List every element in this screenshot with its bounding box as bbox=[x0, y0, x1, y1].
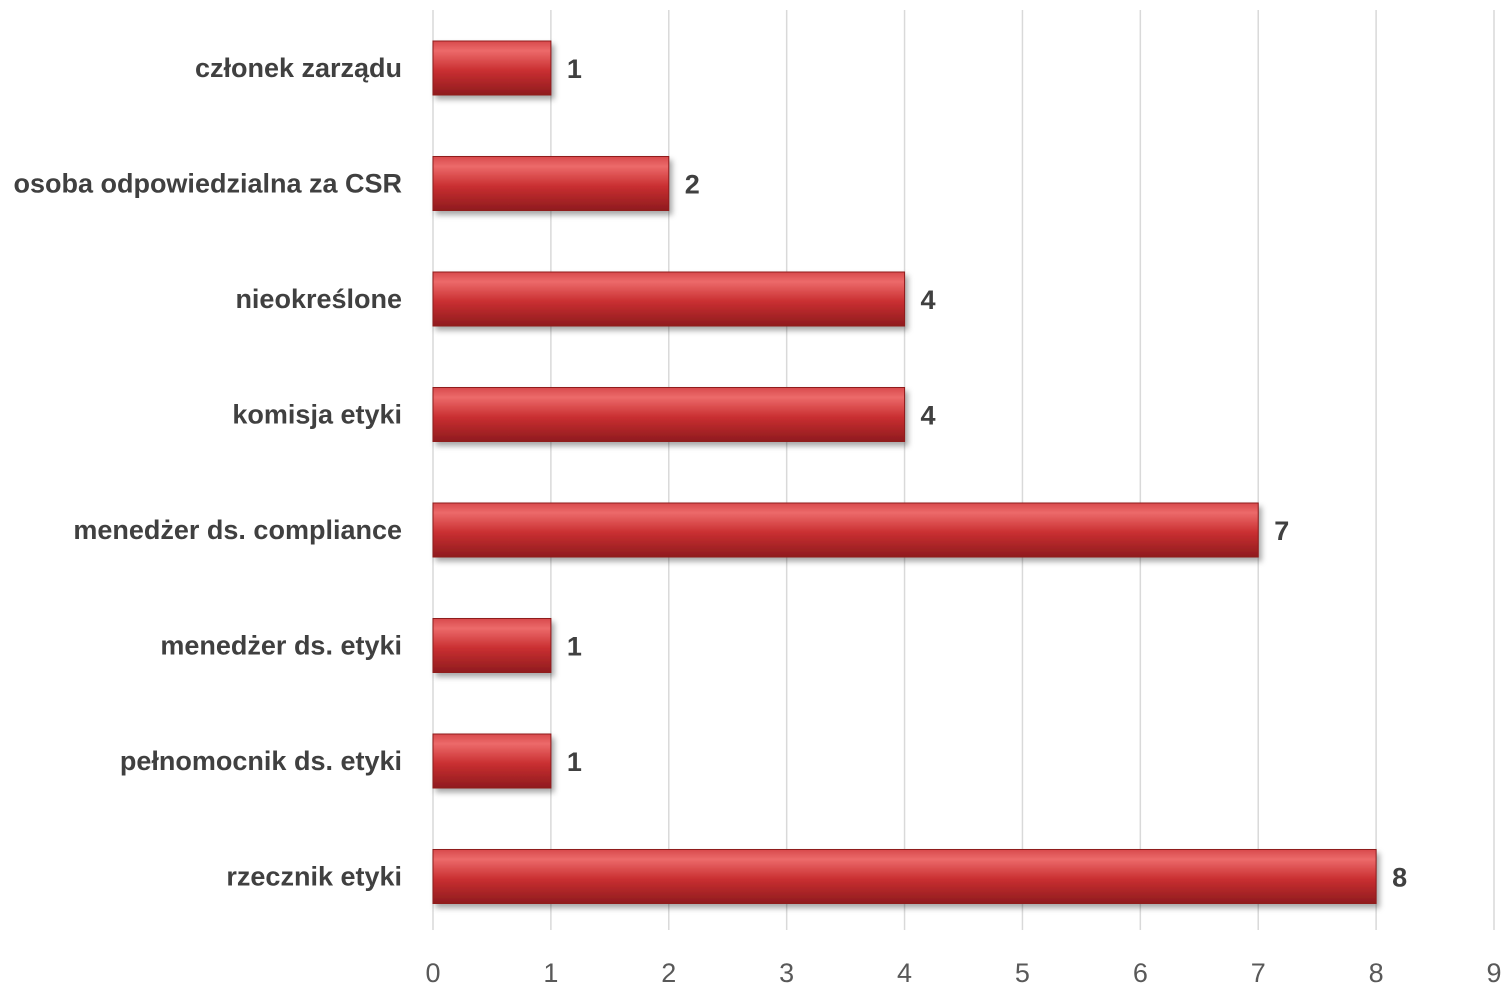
data-label: 8 bbox=[1392, 863, 1407, 893]
data-label: 1 bbox=[567, 632, 582, 662]
category-label: menedżer ds. etyki bbox=[160, 631, 402, 661]
data-label: 1 bbox=[567, 54, 582, 84]
category-label: pełnomocnik ds. etyki bbox=[120, 746, 402, 776]
bar-series bbox=[432, 40, 1377, 904]
data-label: 1 bbox=[567, 747, 582, 777]
bar bbox=[432, 387, 906, 442]
data-label: 4 bbox=[921, 401, 936, 431]
bar bbox=[432, 618, 552, 673]
data-label: 7 bbox=[1274, 516, 1289, 546]
x-tick-label: 1 bbox=[543, 958, 558, 985]
x-tick-label: 7 bbox=[1251, 958, 1266, 985]
bar bbox=[432, 849, 1377, 904]
category-label: komisja etyki bbox=[232, 400, 402, 430]
data-label: 4 bbox=[921, 285, 936, 315]
category-label: członek zarządu bbox=[195, 53, 402, 83]
x-tick-label: 4 bbox=[897, 958, 912, 985]
x-tick-label: 9 bbox=[1486, 958, 1501, 985]
category-label: rzecznik etyki bbox=[226, 862, 402, 892]
value-axis-tick-labels: 0 1 2 3 4 5 6 7 8 9 bbox=[425, 958, 1501, 985]
bar bbox=[432, 733, 552, 789]
x-tick-label: 6 bbox=[1133, 958, 1148, 985]
data-labels: 1 2 4 4 7 1 1 8 bbox=[567, 54, 1407, 893]
data-label: 2 bbox=[685, 170, 700, 200]
bar bbox=[432, 271, 906, 327]
vertical-gridlines bbox=[432, 10, 1495, 930]
category-label: menedżer ds. compliance bbox=[73, 515, 402, 545]
bar bbox=[432, 502, 1259, 558]
category-axis-labels: członek zarządu osoba odpowiedzialna za C… bbox=[13, 53, 402, 892]
category-label: osoba odpowiedzialna za CSR bbox=[13, 169, 402, 199]
category-label: nieokreślone bbox=[235, 284, 402, 314]
x-tick-label: 8 bbox=[1369, 958, 1384, 985]
bar bbox=[432, 156, 670, 211]
bar bbox=[432, 40, 552, 96]
x-tick-label: 0 bbox=[425, 958, 440, 985]
x-tick-label: 2 bbox=[661, 958, 676, 985]
x-tick-label: 5 bbox=[1015, 958, 1030, 985]
x-tick-label: 3 bbox=[779, 958, 794, 985]
